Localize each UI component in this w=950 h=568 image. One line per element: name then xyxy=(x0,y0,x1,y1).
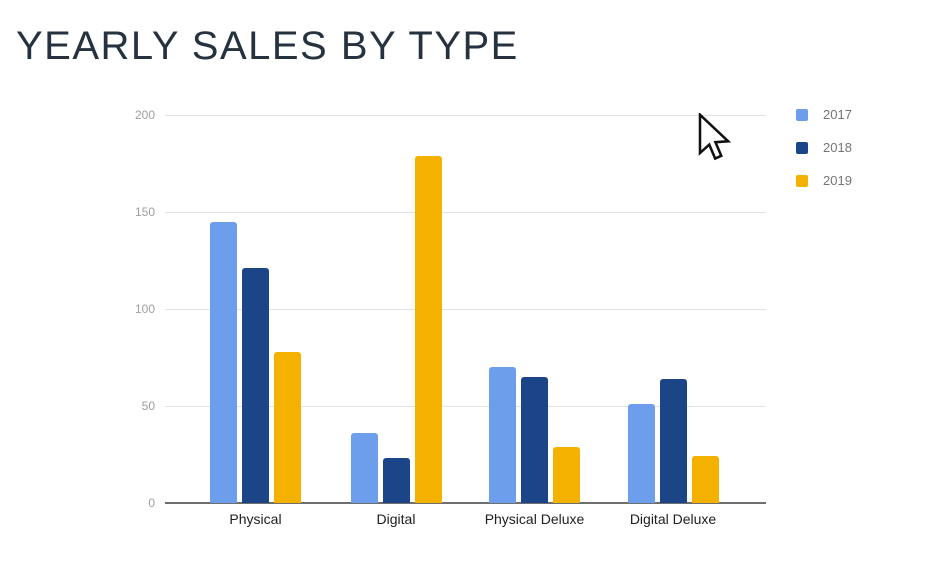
bar-2019-digital-deluxe[interactable] xyxy=(691,456,719,503)
bar-2019-digital[interactable] xyxy=(414,155,442,503)
x-axis-line xyxy=(165,502,766,504)
legend-item-2018[interactable]: 2018 xyxy=(796,140,852,155)
bar-2018-digital-deluxe[interactable] xyxy=(659,378,687,503)
x-axis-label-physical-deluxe: Physical Deluxe xyxy=(484,511,585,527)
chart-title: YEARLY SALES BY TYPE xyxy=(16,24,519,68)
x-axis-label-digital-deluxe: Digital Deluxe xyxy=(629,511,717,527)
legend-label: 2018 xyxy=(823,140,852,155)
bar-2019-physical-deluxe[interactable] xyxy=(553,446,580,503)
y-axis-tick-label: 50 xyxy=(141,399,155,413)
y-axis-tick-label: 100 xyxy=(134,302,155,316)
y-axis-tick-label: 0 xyxy=(148,496,155,510)
gridline xyxy=(165,405,766,407)
bar-group-physical xyxy=(210,115,301,503)
bar-2017-physical[interactable] xyxy=(210,221,237,503)
bar-group-digital-deluxe xyxy=(627,115,719,503)
plot-area[interactable] xyxy=(165,114,766,504)
gridline xyxy=(165,308,766,310)
x-axis-label-digital: Digital xyxy=(376,511,416,527)
bar-group-physical-deluxe xyxy=(489,115,580,503)
legend-swatch-icon xyxy=(796,141,808,154)
legend-item-2017[interactable]: 2017 xyxy=(796,107,852,122)
legend-swatch-icon xyxy=(796,174,808,187)
legend-item-2019[interactable]: 2019 xyxy=(796,173,852,188)
y-axis-tick-label: 200 xyxy=(134,108,155,122)
bar-2017-digital[interactable] xyxy=(350,433,378,503)
bar-2017-physical-deluxe[interactable] xyxy=(489,367,516,503)
bar-group-digital xyxy=(350,115,442,503)
bar-2017-digital-deluxe[interactable] xyxy=(627,404,655,503)
bar-2018-physical-deluxe[interactable] xyxy=(521,376,548,503)
bar-2018-physical[interactable] xyxy=(242,268,269,503)
bar-2019-physical[interactable] xyxy=(274,351,301,503)
legend-label: 2019 xyxy=(823,173,852,188)
gridline xyxy=(165,114,766,116)
chart-legend: 2017 2018 2019 xyxy=(796,107,852,206)
y-axis-tick-label: 150 xyxy=(134,205,155,219)
legend-swatch-icon xyxy=(796,108,808,121)
x-axis-label-physical: Physical xyxy=(229,511,282,527)
gridline xyxy=(165,211,766,213)
legend-label: 2017 xyxy=(823,107,852,122)
bar-2018-digital[interactable] xyxy=(382,458,410,503)
